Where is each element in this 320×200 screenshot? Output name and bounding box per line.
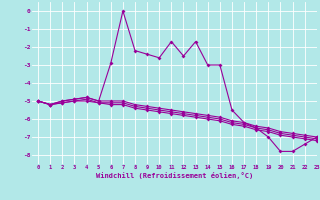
X-axis label: Windchill (Refroidissement éolien,°C): Windchill (Refroidissement éolien,°C) [96,172,253,179]
